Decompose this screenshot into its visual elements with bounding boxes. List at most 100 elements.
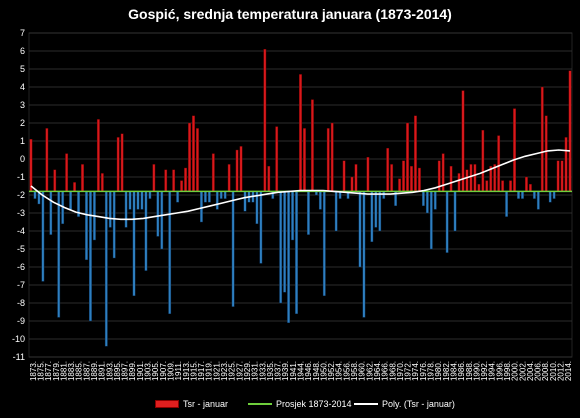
bar (540, 86, 544, 192)
x-tick-label: 2008. (541, 361, 550, 381)
bar (100, 173, 104, 192)
x-tick-label: 1929. (243, 361, 252, 381)
bar (203, 191, 207, 203)
y-tick-label: -6 (17, 262, 25, 272)
x-tick-label: 1976. (419, 361, 428, 381)
bar (382, 191, 386, 199)
bar (453, 191, 457, 232)
y-tick-label: -7 (17, 280, 25, 290)
x-tick-label: 1885. (75, 361, 84, 381)
bar (192, 115, 195, 192)
bar (465, 169, 469, 192)
x-tick-label: 1893. (105, 361, 114, 381)
x-tick-label: 1933. (258, 361, 267, 381)
legend-label-average: Prosjek 1873-2014 (276, 399, 352, 409)
y-tick-label: -2 (17, 190, 25, 200)
bar (283, 191, 287, 293)
bar (49, 191, 53, 235)
x-tick-label: 1990. (472, 361, 481, 381)
bar (556, 160, 560, 192)
bar (449, 165, 453, 192)
bar (536, 191, 540, 210)
x-tick-label: 1937. (274, 361, 283, 381)
bar (418, 167, 421, 192)
bar (96, 119, 100, 192)
x-tick-label: 1974. (411, 361, 420, 381)
x-tick-label: 1907. (159, 361, 168, 381)
bar (124, 191, 128, 228)
x-tick-label: 1952. (327, 361, 336, 381)
x-tick-label: 1944. (297, 361, 306, 381)
bar (390, 164, 394, 192)
legend-item-tsr: Tsr - januar (155, 399, 228, 409)
bar (505, 191, 508, 217)
x-tick-label: 1994. (488, 361, 497, 381)
bar (172, 169, 176, 192)
x-tick-label: 1877. (44, 361, 53, 381)
bar (473, 164, 477, 192)
bar (421, 191, 425, 206)
bar (378, 191, 382, 232)
bar (398, 178, 401, 192)
bar (525, 176, 528, 192)
bar (73, 182, 76, 192)
y-tick-label: -3 (17, 208, 25, 218)
chart-title: Gospić, srednja temperatura januara (187… (128, 6, 452, 22)
y-axis-ticks: 7 6 5 4 3 2 1 0 -1 -2 -3 -4 -5 -6 -7 -8 -9 -10 -11 (12, 28, 25, 362)
bar (564, 137, 568, 192)
bar (275, 126, 279, 192)
bar (65, 153, 69, 192)
bar (223, 191, 227, 199)
bar (425, 191, 429, 214)
bar (410, 165, 413, 192)
bar (429, 191, 433, 250)
y-tick-label: -1 (17, 172, 25, 182)
bar (374, 191, 378, 228)
bar (477, 183, 481, 192)
bar (207, 191, 211, 203)
x-tick-label: 1986. (457, 361, 466, 381)
x-tick-label: 1998. (503, 361, 512, 381)
bar (366, 156, 370, 192)
bar (136, 191, 140, 210)
x-tick-label: 1915. (189, 361, 198, 381)
x-tick-label: 1996. (495, 361, 504, 381)
x-tick-label: 1917. (197, 361, 206, 381)
x-tick-label: 1925. (228, 361, 237, 381)
x-tick-label: 1992. (480, 361, 489, 381)
bar (461, 90, 465, 192)
bar (279, 191, 283, 304)
bar (243, 191, 247, 212)
bar (29, 138, 33, 192)
bar (326, 128, 330, 192)
x-tick-label: 1873. (29, 361, 38, 381)
x-tick-label: 1958. (350, 361, 359, 381)
bar (548, 191, 552, 203)
bar (184, 167, 187, 192)
bar (33, 191, 37, 199)
bar (552, 191, 556, 199)
legend-swatch-green (248, 403, 272, 405)
y-tick-label: -8 (17, 298, 25, 308)
bar (81, 164, 84, 192)
bar (227, 164, 231, 192)
bar (406, 122, 409, 192)
bar (291, 191, 294, 241)
y-tick-label: 0 (20, 154, 25, 164)
bar (497, 135, 501, 192)
x-tick-label: 1964. (373, 361, 382, 381)
bar (104, 191, 108, 347)
x-tick-label: 1941. (289, 361, 298, 381)
x-tick-label: 1887. (82, 361, 91, 381)
bar (414, 115, 417, 192)
legend-swatch-white (354, 403, 378, 405)
x-tick-label: 1913. (182, 361, 191, 381)
x-tick-label: 1909. (167, 361, 176, 381)
x-tick-label: 1901. (136, 361, 145, 381)
bar (116, 137, 120, 192)
bar (295, 191, 298, 314)
y-tick-label: 2 (20, 118, 25, 128)
y-tick-label: 4 (20, 82, 25, 92)
